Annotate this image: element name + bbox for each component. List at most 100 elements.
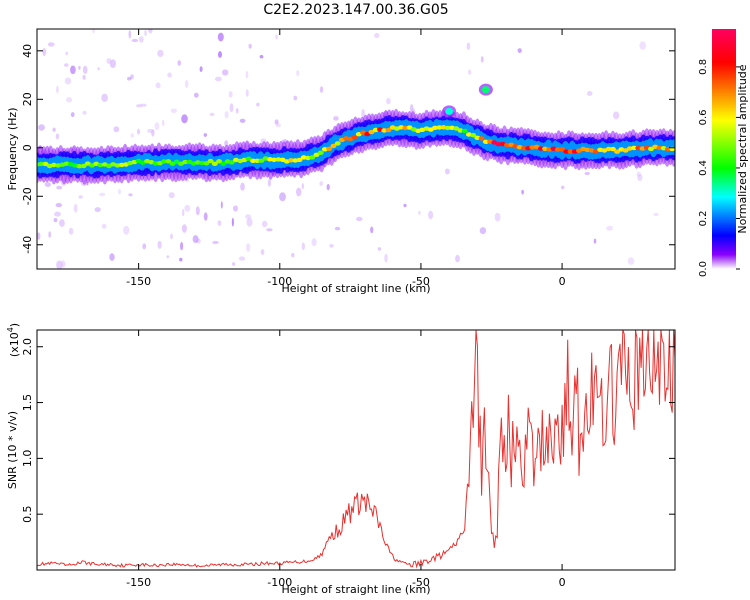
noise-speckle	[144, 29, 147, 37]
noise-speckle	[301, 183, 304, 190]
noise-speckle	[162, 119, 165, 127]
noise-speckle	[229, 103, 234, 113]
ridge-core-cell	[330, 143, 337, 149]
snr-panel: -150 -100 -50 0 0.5 1.0 1.5 2.0 Height of strai…	[6, 323, 676, 596]
ridge-core-cell	[317, 150, 324, 155]
colorbar-tick-label: 0.0	[698, 261, 709, 277]
ridge-core-cell	[173, 159, 180, 164]
noise-speckle	[82, 65, 88, 74]
noise-speckle	[98, 192, 106, 197]
noise-speckle	[329, 244, 334, 248]
noise-speckle	[653, 212, 659, 216]
noise-speckle	[203, 212, 208, 221]
noise-speckle	[53, 218, 58, 223]
noise-speckle	[636, 171, 642, 177]
noise-speckle	[52, 127, 56, 132]
x-tick-label: 0	[559, 275, 566, 288]
noise-speckle	[245, 71, 249, 79]
ridge-core-cell	[351, 134, 358, 140]
noise-speckle	[217, 220, 222, 226]
noise-speckle	[181, 224, 187, 233]
noise-speckle	[319, 86, 324, 93]
noise-speckle	[374, 32, 380, 39]
noise-speckle	[494, 212, 501, 222]
noise-speckle	[231, 217, 234, 227]
ridge-core-cell	[444, 125, 451, 131]
colorbar-tick-label: 0.2	[698, 211, 709, 227]
noise-speckle	[479, 227, 487, 235]
noise-speckle	[181, 114, 188, 124]
noise-speckle	[177, 60, 181, 66]
noise-speckle	[142, 243, 147, 250]
noise-speckle	[55, 203, 62, 208]
noise-speckle	[55, 133, 60, 140]
noise-speckle	[301, 242, 305, 251]
noise-speckle	[182, 208, 185, 217]
noise-speckle	[480, 56, 484, 63]
noise-speckle	[157, 49, 164, 58]
ridge-core-cell	[258, 158, 265, 163]
noise-speckle	[428, 210, 434, 220]
noise-speckle	[170, 108, 177, 114]
ridge-core-cell	[203, 161, 210, 166]
noise-speckle	[259, 55, 264, 59]
noise-speckle	[384, 253, 388, 263]
ridge-core-cell	[453, 126, 460, 131]
ridge-core-cell	[76, 164, 83, 169]
ridge-core-cell	[554, 147, 561, 152]
ridge-core-cell	[614, 149, 621, 154]
noise-speckle	[239, 118, 246, 123]
spectrogram-ylabel: Frequency (Hz)	[6, 108, 19, 191]
noise-speckle	[97, 67, 100, 71]
noise-speckle	[214, 76, 222, 82]
noise-speckle	[113, 126, 120, 133]
snr-line	[37, 330, 675, 569]
noise-speckle	[291, 253, 295, 258]
noise-speckle	[262, 220, 268, 228]
noise-speckle	[466, 42, 471, 50]
ridge-core-cell	[605, 146, 612, 152]
noise-speckle	[78, 195, 83, 199]
noise-speckle	[65, 51, 68, 56]
noise-speckle	[403, 203, 407, 208]
noise-speckle	[218, 51, 222, 58]
spectrogram-frame	[36, 28, 676, 270]
colorbar-tick-label: 0.8	[698, 59, 709, 75]
x-tick-label: -150	[126, 576, 151, 589]
ridge-core-cell	[559, 147, 566, 152]
noise-speckle	[109, 59, 116, 68]
colorbar-label: Normalized spectral amplitude	[736, 64, 749, 233]
noise-speckle	[128, 193, 133, 197]
noise-speckle	[612, 111, 620, 120]
noise-speckle	[256, 102, 260, 107]
ridge-core-cell	[567, 149, 574, 154]
noise-speckle	[138, 36, 144, 43]
x-tick-label: -100	[267, 275, 292, 288]
x-tick-label: -50	[412, 576, 430, 589]
noise-speckle	[386, 97, 391, 105]
ridge-core-cell	[42, 161, 49, 167]
noise-speckle	[167, 72, 172, 78]
colorbar-tick-label: 0.6	[698, 109, 709, 125]
noise-speckle	[94, 207, 101, 213]
noise-speckle	[233, 205, 238, 212]
snr-multiplier: (x104)	[6, 323, 21, 357]
noise-speckle	[78, 65, 81, 70]
noise-speckle	[275, 34, 278, 40]
noise-speckle	[517, 48, 522, 53]
noise-speckle	[240, 182, 245, 191]
ridge-core-cell	[309, 155, 316, 160]
noise-speckle	[56, 85, 59, 94]
ridge-core-cell	[334, 141, 341, 146]
ridge-core-cell	[245, 156, 252, 161]
noise-speckle	[248, 43, 252, 49]
noise-speckle	[238, 256, 246, 261]
noise-speckle	[184, 204, 191, 212]
noise-speckle	[44, 182, 51, 187]
noise-speckle	[521, 189, 524, 195]
snr-ylabel: SNR (10 * v/v)	[6, 411, 19, 489]
noise-speckle	[370, 226, 374, 234]
noise-speckle	[137, 128, 140, 135]
ridge-core-cell	[461, 128, 468, 134]
